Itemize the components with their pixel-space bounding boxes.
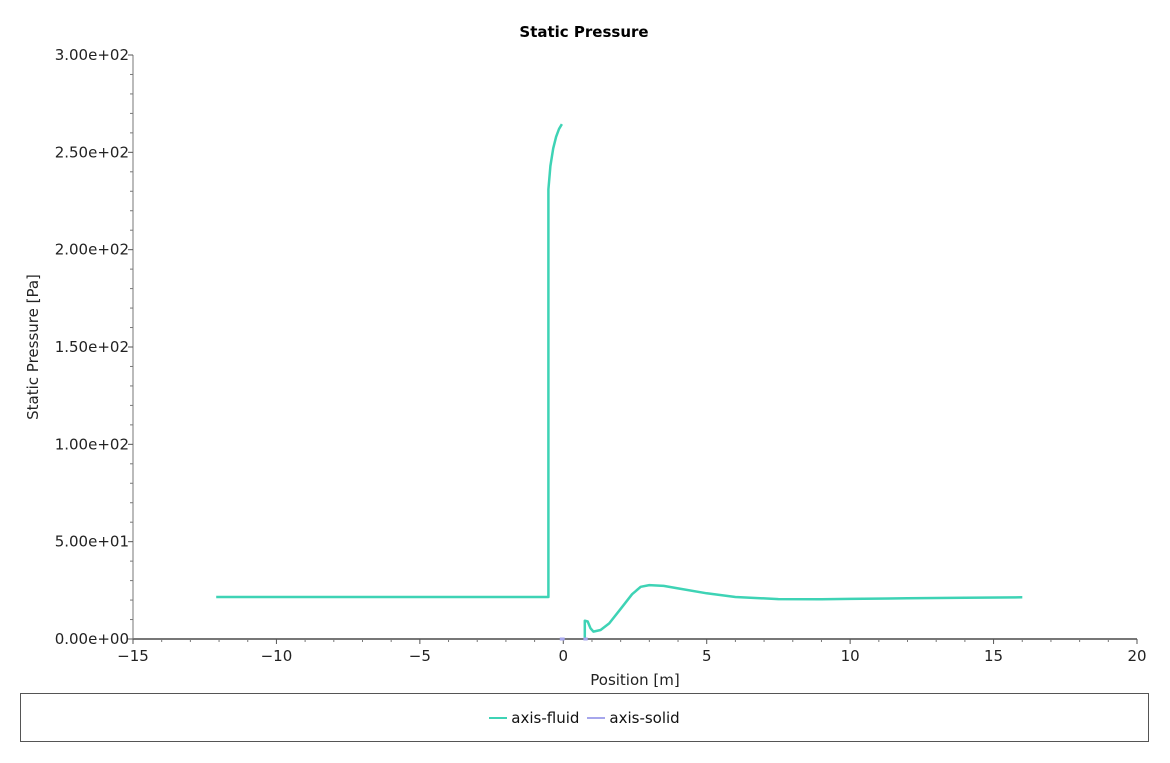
y-tick-label: 1.00e+02 [55, 435, 129, 453]
chart-title: Static Pressure [519, 23, 648, 41]
x-tick-label: −5 [409, 647, 431, 665]
legend-swatch [489, 716, 508, 719]
chart: Static Pressure −15 −10 −5 0 5 10 15 20 0.00e+00… [24, 23, 1147, 689]
legend-label: axis-fluid [511, 708, 580, 727]
legend-label: axis-solid [609, 708, 680, 727]
series-line-axis-fluid [583, 583, 1023, 639]
y-tick-label: 5.00e+01 [55, 533, 129, 551]
legend-item-axis-solid[interactable]: axis-solid [587, 708, 680, 727]
legend: axis-fluid axis-solid [20, 693, 1149, 742]
x-axis-label: Position [m] [590, 671, 680, 689]
y-tick-label: 0.00e+00 [55, 630, 129, 648]
x-tick-label: −10 [261, 647, 293, 665]
legend-swatch [587, 716, 606, 719]
y-tick-label: 2.00e+02 [55, 241, 129, 259]
x-tick-label: 20 [1127, 647, 1146, 665]
x-tick-label: 5 [702, 647, 712, 665]
series-line-axis-fluid [216, 123, 563, 599]
y-tick-label: 3.00e+02 [55, 46, 129, 64]
x-tick-label: −15 [117, 647, 149, 665]
x-tick-label: 10 [841, 647, 860, 665]
legend-item-axis-fluid[interactable]: axis-fluid [489, 709, 579, 727]
x-tick-label: 15 [984, 647, 1003, 665]
y-tick-label: 1.50e+02 [55, 338, 129, 356]
x-tick-label: 0 [559, 647, 569, 665]
y-tick-label: 2.50e+02 [55, 143, 129, 161]
y-axis-label: Static Pressure [Pa] [24, 274, 42, 420]
